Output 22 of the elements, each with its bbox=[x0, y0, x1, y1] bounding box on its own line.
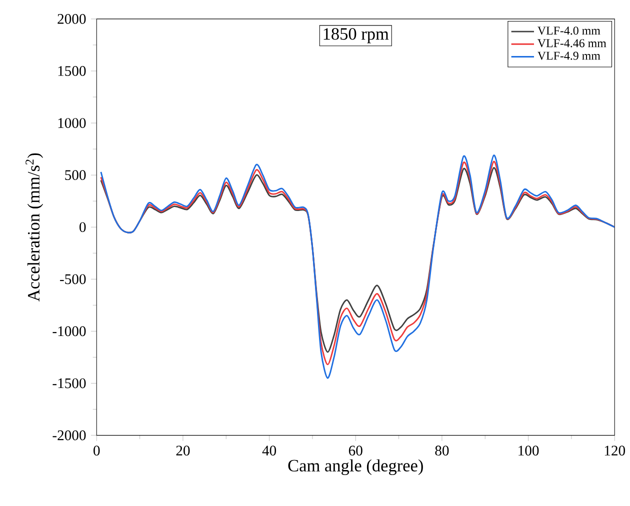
y-tick-label: -1000 bbox=[52, 326, 86, 336]
legend-label: VLF-4.46 mm bbox=[538, 39, 606, 48]
y-tick-label: -500 bbox=[60, 274, 86, 284]
x-tick-label: 100 bbox=[518, 446, 539, 456]
y-tick-label: 1000 bbox=[58, 118, 86, 128]
x-tick-label: 0 bbox=[94, 446, 100, 456]
y-axis-title: Acceleration (mm/s$^{2}$) bbox=[26, 153, 44, 302]
x-tick-label: 120 bbox=[604, 446, 626, 456]
y-tick-label: 500 bbox=[65, 170, 86, 180]
y-tick-label: 0 bbox=[80, 222, 86, 232]
x-tick-label: 80 bbox=[435, 446, 449, 456]
x-tick-label: 20 bbox=[176, 446, 190, 456]
y-tick-label: 1500 bbox=[58, 66, 86, 76]
x-tick-label: 40 bbox=[262, 446, 276, 456]
y-tick-label: -2000 bbox=[52, 430, 86, 440]
legend-label: VLF-4.9 mm bbox=[538, 52, 600, 60]
x-axis-title: Cam angle (degree) bbox=[288, 459, 423, 476]
y-tick-label: -1500 bbox=[52, 378, 86, 388]
x-tick-label: 60 bbox=[348, 446, 362, 456]
legend-label: VLF-4.0 mm bbox=[538, 26, 600, 35]
y-tick-label: 2000 bbox=[58, 14, 86, 24]
annotation: 1850 rpm bbox=[324, 28, 389, 44]
